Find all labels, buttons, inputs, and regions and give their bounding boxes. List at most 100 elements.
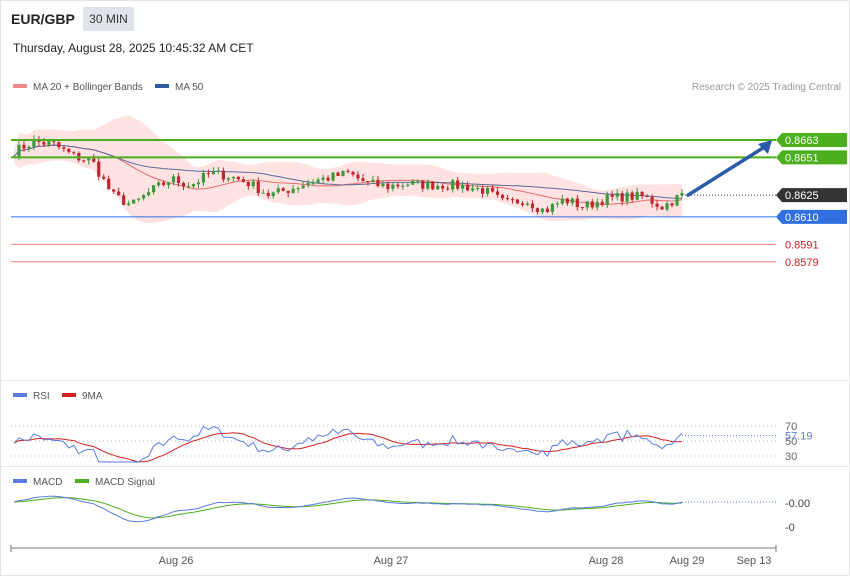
candle-body: [356, 174, 360, 179]
candle-body: [156, 182, 161, 186]
candle-body: [396, 184, 400, 187]
candle-body: [336, 172, 340, 176]
candle-body: [675, 195, 679, 206]
candle-body: [595, 201, 599, 208]
candle-body: [381, 183, 385, 187]
candle-body: [17, 144, 21, 157]
macd-tick-label: -0: [785, 522, 795, 534]
candle-body: [176, 176, 181, 184]
x-axis: Aug 26 Aug 27 Aug 28 Aug 29 Sep 13: [10, 545, 777, 567]
macd-signal-line: [13, 497, 683, 519]
candle-body: [47, 141, 51, 145]
candle-body: [520, 203, 525, 205]
candle-body: [485, 187, 490, 194]
candle-body: [660, 206, 664, 210]
candle-body: [505, 198, 510, 200]
candle-body: [466, 184, 470, 191]
candle-body: [191, 184, 196, 187]
ma50-line: [13, 144, 683, 199]
forecast-arrow: [686, 140, 772, 197]
legend-ma20-label: MA 20 + Bollinger Bands: [33, 82, 143, 93]
candle-body: [281, 188, 285, 191]
candle-body: [151, 185, 156, 193]
candle-body: [226, 178, 230, 180]
candle-body: [196, 182, 201, 185]
candle-body: [331, 172, 335, 181]
candle-body: [127, 203, 131, 205]
symbol-title: EUR/GBP: [11, 11, 75, 27]
rsi-ma-line: [13, 432, 683, 463]
candle-body: [555, 203, 559, 205]
candle-body: [500, 194, 505, 199]
candle-body: [366, 181, 370, 183]
candle-body: [341, 170, 345, 176]
candle-body: [431, 181, 435, 190]
candle-body: [570, 198, 574, 204]
candle-body: [117, 191, 121, 196]
candle-body: [246, 181, 250, 187]
x-tick-label: Aug 27: [374, 555, 409, 567]
candle-body: [82, 160, 86, 162]
candle-body: [311, 182, 315, 184]
macd-panel: -0.00 -0: [13, 495, 810, 534]
timeframe-button[interactable]: 30 MIN: [83, 7, 134, 31]
candle-body: [62, 147, 66, 149]
candle-body: [211, 171, 216, 174]
candle-body: [540, 208, 545, 212]
candle-body: [386, 183, 390, 189]
candle-body: [471, 188, 475, 191]
candle-body: [480, 188, 485, 194]
candle-body: [181, 183, 186, 187]
candle-body: [446, 188, 450, 190]
candle-body: [137, 198, 141, 200]
candle-body: [201, 173, 206, 183]
candle-body: [216, 170, 220, 172]
candle-body: [72, 152, 76, 154]
candle-body: [186, 186, 191, 188]
copyright-label: Research © 2025 Trading Central: [692, 82, 841, 93]
candle-body: [97, 161, 101, 177]
candle-body: [291, 188, 295, 193]
candle-body: [585, 201, 589, 208]
candle-body: [221, 170, 225, 180]
candle-body: [326, 177, 330, 181]
candle-body: [27, 146, 31, 149]
candle-body: [495, 191, 500, 195]
x-tick-label: Aug 28: [589, 555, 624, 567]
candle-body: [266, 192, 270, 196]
current-label-tag: [776, 188, 847, 203]
candle-body: [87, 158, 91, 161]
candle-body: [132, 199, 136, 204]
resistance-label-tag: [776, 150, 847, 165]
candle-body: [610, 194, 614, 197]
candle-body: [441, 185, 445, 189]
candle-body: [102, 176, 106, 179]
candle-body: [286, 190, 290, 193]
pivot-level-label: 0.8610: [785, 212, 819, 224]
candle-body: [590, 201, 594, 208]
candle-body: [52, 141, 56, 143]
legend-macd-swatch: [13, 479, 27, 483]
candle-body: [206, 173, 211, 175]
candle-body: [461, 184, 465, 189]
candle-body: [456, 180, 460, 189]
candle-body: [645, 195, 649, 198]
candle-body: [530, 203, 535, 209]
candle-body: [436, 185, 440, 190]
support-level-label: 0.8591: [785, 239, 819, 251]
candle-body: [296, 188, 300, 190]
legend-macd-signal-label: MACD Signal: [95, 477, 155, 488]
candle-body: [306, 183, 310, 186]
candle-body: [550, 203, 554, 213]
legend-ma50-label: MA 50: [175, 82, 204, 93]
candle-body: [416, 180, 420, 182]
candle-body: [32, 139, 36, 147]
candle-body: [316, 179, 320, 183]
candle-body: [376, 179, 380, 187]
legend-rsi-ma-label: 9MA: [82, 391, 103, 402]
candle-body: [321, 177, 325, 180]
candle-body: [371, 179, 375, 182]
candle-body: [351, 171, 355, 175]
